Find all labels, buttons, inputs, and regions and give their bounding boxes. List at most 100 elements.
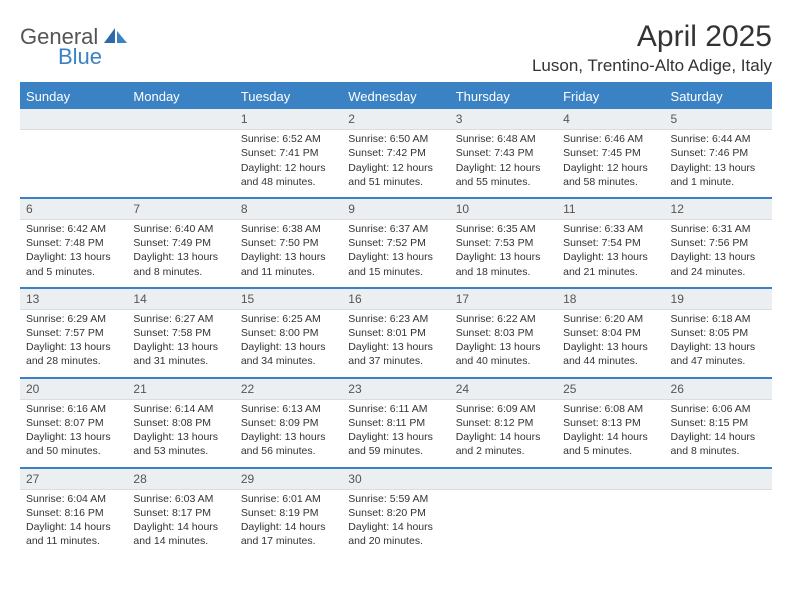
daylight-text: Daylight: 14 hours and 17 minutes. [241, 520, 336, 548]
daylight-text: Daylight: 13 hours and 11 minutes. [241, 250, 336, 278]
sunrise-text: Sunrise: 6:40 AM [133, 222, 228, 236]
weekday-friday: Friday [557, 84, 664, 109]
daylight-text: Daylight: 12 hours and 48 minutes. [241, 161, 336, 189]
sunset-text: Sunset: 7:49 PM [133, 236, 228, 250]
sunset-text: Sunset: 8:07 PM [26, 416, 121, 430]
calendar-body: 12345Sunrise: 6:52 AMSunset: 7:41 PMDayl… [20, 109, 772, 557]
logo: General Blue [20, 20, 130, 50]
day-number: 5 [665, 109, 772, 130]
weekday-header-row: Sunday Monday Tuesday Wednesday Thursday… [20, 84, 772, 109]
daylight-text: Daylight: 13 hours and 34 minutes. [241, 340, 336, 368]
sunset-text: Sunset: 7:57 PM [26, 326, 121, 340]
sunset-text: Sunset: 7:56 PM [671, 236, 766, 250]
day-number: 18 [557, 289, 664, 310]
day-number: 29 [235, 469, 342, 490]
sunrise-text: Sunrise: 6:23 AM [348, 312, 443, 326]
weekday-wednesday: Wednesday [342, 84, 449, 109]
day-cell: Sunrise: 6:14 AMSunset: 8:08 PMDaylight:… [127, 399, 234, 467]
sunrise-text: Sunrise: 6:50 AM [348, 132, 443, 146]
sunrise-text: Sunrise: 6:04 AM [26, 492, 121, 506]
sunrise-text: Sunrise: 6:29 AM [26, 312, 121, 326]
day-cell [20, 130, 127, 198]
day-cell: Sunrise: 6:46 AMSunset: 7:45 PMDaylight:… [557, 130, 664, 198]
day-cell: Sunrise: 6:11 AMSunset: 8:11 PMDaylight:… [342, 399, 449, 467]
day-content-row: Sunrise: 6:42 AMSunset: 7:48 PMDaylight:… [20, 220, 772, 288]
weekday-sunday: Sunday [20, 84, 127, 109]
daylight-text: Daylight: 13 hours and 47 minutes. [671, 340, 766, 368]
daylight-text: Daylight: 13 hours and 31 minutes. [133, 340, 228, 368]
day-number: 26 [665, 379, 772, 400]
day-number: 2 [342, 109, 449, 130]
sunrise-text: Sunrise: 6:01 AM [241, 492, 336, 506]
sunset-text: Sunset: 8:04 PM [563, 326, 658, 340]
daylight-text: Daylight: 12 hours and 55 minutes. [456, 161, 551, 189]
sunrise-text: Sunrise: 6:35 AM [456, 222, 551, 236]
day-cell: Sunrise: 6:20 AMSunset: 8:04 PMDaylight:… [557, 309, 664, 377]
sunrise-text: Sunrise: 6:38 AM [241, 222, 336, 236]
day-cell: Sunrise: 6:23 AMSunset: 8:01 PMDaylight:… [342, 309, 449, 377]
sunrise-text: Sunrise: 6:09 AM [456, 402, 551, 416]
day-number [450, 469, 557, 490]
day-number [557, 469, 664, 490]
daylight-text: Daylight: 13 hours and 37 minutes. [348, 340, 443, 368]
day-cell: Sunrise: 5:59 AMSunset: 8:20 PMDaylight:… [342, 489, 449, 557]
day-number: 15 [235, 289, 342, 310]
day-content-row: Sunrise: 6:16 AMSunset: 8:07 PM Daylight:… [20, 399, 772, 467]
day-number: 21 [127, 379, 234, 400]
daynum-row: 20212223242526 [20, 379, 772, 400]
day-cell: Sunrise: 6:08 AMSunset: 8:13 PMDaylight:… [557, 399, 664, 467]
daylight-text: Daylight: 14 hours and 11 minutes. [26, 520, 121, 548]
day-number: 9 [342, 199, 449, 220]
day-number [127, 109, 234, 130]
day-number: 20 [20, 379, 127, 400]
sunrise-text: Sunrise: 6:46 AM [563, 132, 658, 146]
day-number: 8 [235, 199, 342, 220]
daylight-text: Daylight: 14 hours and 5 minutes. [563, 430, 658, 458]
sunrise-text: Sunrise: 6:06 AM [671, 402, 766, 416]
logo-sail-icon [102, 27, 128, 45]
day-number: 7 [127, 199, 234, 220]
sunrise-text: Sunrise: 6:44 AM [671, 132, 766, 146]
sunrise-text: Sunrise: 6:03 AM [133, 492, 228, 506]
sunset-text: Sunset: 8:09 PM [241, 416, 336, 430]
daylight-text: Daylight: 13 hours and 5 minutes. [26, 250, 121, 278]
day-cell: Sunrise: 6:16 AMSunset: 8:07 PMDaylight:… [20, 399, 127, 467]
daylight-text: Daylight: 12 hours and 58 minutes. [563, 161, 658, 189]
daylight-text: Daylight: 13 hours and 40 minutes. [456, 340, 551, 368]
sunrise-text: Sunrise: 6:20 AM [563, 312, 658, 326]
day-number: 1 [235, 109, 342, 130]
daylight-text: Daylight: 14 hours and 2 minutes. [456, 430, 551, 458]
sunrise-text: Sunrise: 6:48 AM [456, 132, 551, 146]
day-number: 22 [235, 379, 342, 400]
sunset-text: Sunset: 8:12 PM [456, 416, 551, 430]
sunset-text: Sunset: 7:42 PM [348, 146, 443, 160]
calendar-table: Sunday Monday Tuesday Wednesday Thursday… [20, 84, 772, 557]
day-cell: Sunrise: 6:01 AMSunset: 8:19 PMDaylight:… [235, 489, 342, 557]
daylight-text: Daylight: 13 hours and 28 minutes. [26, 340, 121, 368]
sunset-text: Sunset: 8:00 PM [241, 326, 336, 340]
sunrise-text: Sunrise: 6:18 AM [671, 312, 766, 326]
sunrise-text: Sunrise: 6:33 AM [563, 222, 658, 236]
day-number: 11 [557, 199, 664, 220]
day-number: 12 [665, 199, 772, 220]
sunrise-text: Sunrise: 6:13 AM [241, 402, 336, 416]
day-number: 19 [665, 289, 772, 310]
daynum-row: 12345 [20, 109, 772, 130]
weekday-thursday: Thursday [450, 84, 557, 109]
daylight-text: Daylight: 13 hours and 53 minutes. [133, 430, 228, 458]
daylight-text: Daylight: 13 hours and 56 minutes. [241, 430, 336, 458]
day-cell: Sunrise: 6:29 AMSunset: 7:57 PMDaylight:… [20, 309, 127, 377]
day-content-row: Sunrise: 6:04 AMSunset: 8:16 PMDaylight:… [20, 489, 772, 557]
daynum-row: 13141516171819 [20, 289, 772, 310]
day-cell: Sunrise: 6:40 AMSunset: 7:49 PMDaylight:… [127, 220, 234, 288]
sunrise-text: Sunrise: 5:59 AM [348, 492, 443, 506]
sunrise-text: Sunrise: 6:11 AM [348, 402, 443, 416]
sunset-text: Sunset: 7:50 PM [241, 236, 336, 250]
day-cell: Sunrise: 6:35 AMSunset: 7:53 PMDaylight:… [450, 220, 557, 288]
day-cell [450, 489, 557, 557]
sunrise-text: Sunrise: 6:16 AM [26, 402, 121, 416]
daylight-text: Daylight: 13 hours and 24 minutes. [671, 250, 766, 278]
day-content-row: Sunrise: 6:52 AMSunset: 7:41 PMDaylight:… [20, 130, 772, 198]
day-cell: Sunrise: 6:13 AMSunset: 8:09 PMDaylight:… [235, 399, 342, 467]
day-number: 24 [450, 379, 557, 400]
